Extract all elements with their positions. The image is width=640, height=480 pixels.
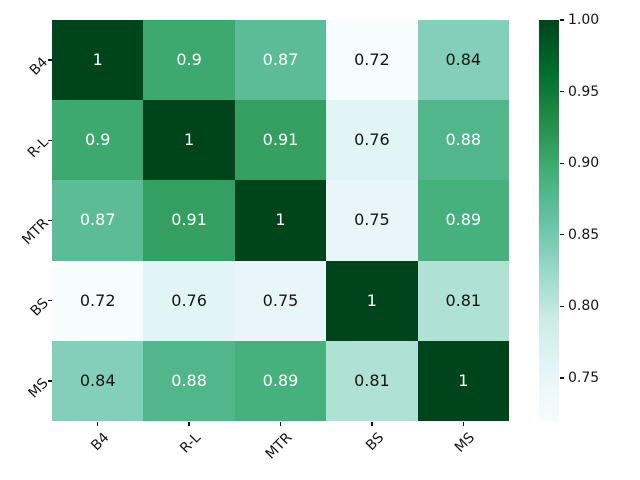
cell-annotation: 0.76 <box>171 290 207 310</box>
heatmap-cell-MTR-MTR: 1 <box>234 180 327 261</box>
heatmap-cell-BS-B4: 0.72 <box>52 260 144 341</box>
cell-annotation: 0.76 <box>354 130 390 150</box>
cell-annotation: 0.84 <box>79 370 116 390</box>
heatmap-cell-BS-MS: 0.81 <box>417 260 509 341</box>
cell-annotation: 0.75 <box>354 210 390 230</box>
cell-annotation: 0.87 <box>79 210 116 230</box>
cell-annotation: 0.75 <box>262 290 299 310</box>
colorbar-tick <box>559 305 564 308</box>
x-tick-label-R-L: R-L <box>177 429 205 457</box>
colorbar <box>539 20 559 421</box>
colorbar-tick-label-1.00: 1.00 <box>568 12 600 28</box>
colorbar-tick-label-0.80: 0.80 <box>568 298 600 315</box>
heatmap-cell-B4-BS: 0.72 <box>326 20 418 101</box>
heatmap-cell-B4-R-L: 0.9 <box>143 20 235 101</box>
cell-annotation: 1 <box>366 290 377 310</box>
y-axis-tick <box>47 59 52 61</box>
y-axis-tick <box>47 300 52 302</box>
x-tick-label-B4: B4 <box>88 429 113 455</box>
cell-annotation: 0.81 <box>445 290 482 310</box>
heatmap-cell-MS-BS: 0.81 <box>326 340 418 421</box>
cell-annotation: 1 <box>275 210 286 230</box>
heatmap-cell-R-L-MS: 0.88 <box>417 100 509 181</box>
x-tick-label-MTR: MTR <box>262 429 296 463</box>
x-axis-tick <box>279 421 282 426</box>
heatmap-cell-MTR-MS: 0.89 <box>417 180 509 261</box>
colorbar-tick-label-0.95: 0.95 <box>568 83 600 100</box>
heatmap-cell-MS-R-L: 0.88 <box>143 340 235 421</box>
heatmap-cell-R-L-B4: 0.9 <box>52 100 144 181</box>
y-tick-label-BS: BS <box>27 295 52 320</box>
cell-annotation: 0.91 <box>262 130 299 150</box>
heatmap-cell-B4-B4: 1 <box>52 20 144 101</box>
x-tick-label-MS: MS <box>452 429 479 456</box>
colorbar-tick-label-0.75: 0.75 <box>568 370 600 387</box>
cell-annotation: 0.91 <box>171 210 207 230</box>
colorbar-tick <box>559 234 564 236</box>
cell-annotation: 0.9 <box>176 50 202 70</box>
heatmap-cell-B4-MTR: 0.87 <box>234 20 327 101</box>
heatmap-cell-BS-MTR: 0.75 <box>234 260 327 341</box>
heatmap-cell-BS-BS: 1 <box>326 260 418 341</box>
cell-annotation: 1 <box>92 50 103 70</box>
cell-annotation: 0.81 <box>354 370 390 390</box>
y-axis-tick <box>47 380 52 382</box>
x-axis-tick <box>371 421 373 426</box>
cell-annotation: 0.88 <box>445 130 482 150</box>
colorbar-tick <box>559 377 564 379</box>
heatmap-cell-MTR-R-L: 0.91 <box>143 180 235 261</box>
cell-annotation: 0.72 <box>79 290 116 310</box>
heatmap-cell-MTR-B4: 0.87 <box>52 180 144 261</box>
heatmap-cell-R-L-BS: 0.76 <box>326 100 418 181</box>
y-tick-label-MS: MS <box>25 375 52 402</box>
colorbar-tick-label-0.90: 0.90 <box>568 155 600 172</box>
heatmap: 1 0.9 0.87 0.72 0.84 0.9 1 0.91 0.76 0.88 0.87 0.91… <box>52 20 509 421</box>
y-axis-tick <box>47 219 52 222</box>
cell-annotation: 0.9 <box>84 130 111 150</box>
cell-annotation: 0.87 <box>262 50 299 70</box>
x-axis-tick <box>462 421 464 426</box>
heatmap-cell-B4-MS: 0.84 <box>417 20 509 101</box>
cell-annotation: 0.72 <box>354 50 390 70</box>
cell-annotation: 1 <box>458 370 469 390</box>
cell-annotation: 0.88 <box>171 370 207 390</box>
colorbar-tick <box>559 19 564 21</box>
heatmap-cell-R-L-R-L: 1 <box>143 100 235 181</box>
x-axis-tick <box>97 421 99 426</box>
heatmap-cell-MTR-BS: 0.75 <box>326 180 418 261</box>
colorbar-tick <box>559 90 564 93</box>
heatmap-cell-MS-MTR: 0.89 <box>234 340 327 421</box>
heatmap-cell-MS-B4: 0.84 <box>52 340 144 421</box>
heatmap-cell-MS-MS: 1 <box>417 340 509 421</box>
colorbar-tick <box>559 162 564 164</box>
colorbar-tick-label-0.85: 0.85 <box>568 226 600 243</box>
cell-annotation: 0.84 <box>445 50 482 70</box>
x-axis-tick <box>188 421 190 426</box>
cell-annotation: 0.89 <box>445 210 482 230</box>
y-tick-label-B4: B4 <box>27 54 52 79</box>
y-tick-label-R-L: R-L <box>24 134 52 162</box>
cell-annotation: 0.89 <box>262 370 299 390</box>
heatmap-cell-R-L-MTR: 0.91 <box>234 100 327 181</box>
x-tick-label-BS: BS <box>362 429 387 454</box>
cell-annotation: 1 <box>184 130 195 150</box>
heatmap-cell-BS-R-L: 0.76 <box>143 260 235 341</box>
y-axis-tick <box>47 139 52 141</box>
